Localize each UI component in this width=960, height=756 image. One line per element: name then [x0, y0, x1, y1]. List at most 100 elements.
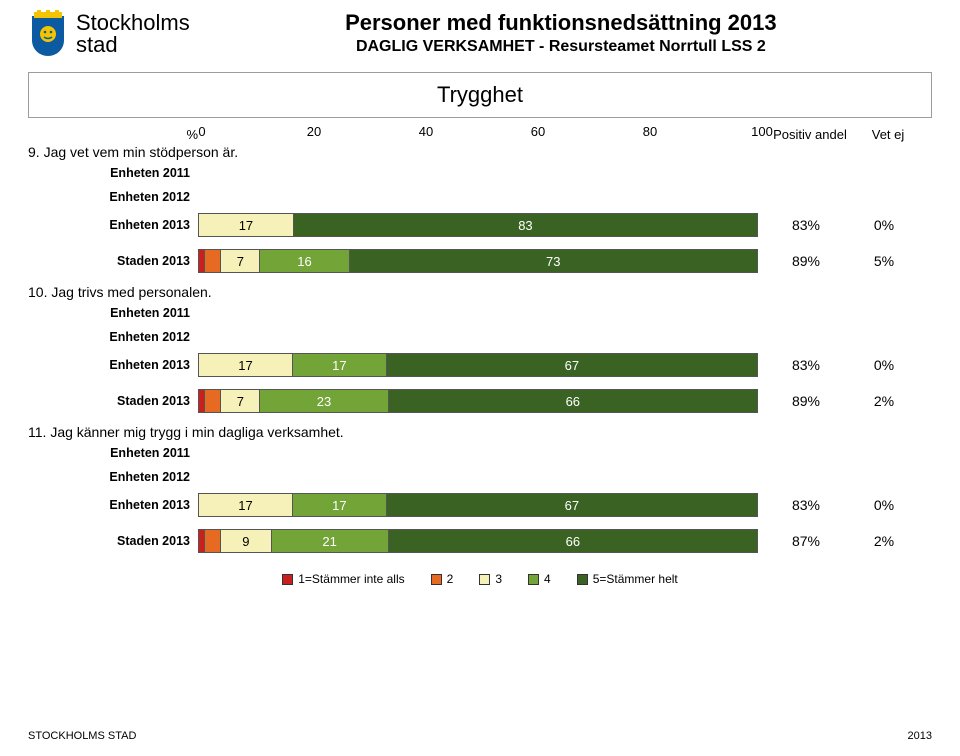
bar-segment: 67 — [387, 494, 757, 516]
footer: STOCKHOLMS STAD 2013 — [28, 730, 932, 742]
col-header-positiv: Positiv andel — [762, 127, 858, 142]
series-label: Enheten 2011 — [28, 306, 198, 320]
legend-swatch-icon — [528, 574, 539, 585]
bar-row: Enheten 2011 — [28, 304, 932, 322]
brand-text: Stockholms stad — [76, 12, 190, 56]
bar-segment: 7 — [221, 390, 260, 412]
vet-ej-value: 0% — [854, 217, 914, 233]
bar-segment: 73 — [350, 250, 757, 272]
legend-item: 1=Stämmer inte alls — [282, 572, 404, 586]
legend-swatch-icon — [577, 574, 588, 585]
bar-segment: 66 — [389, 530, 757, 552]
page-title: Personer med funktionsnedsättning 2013 — [190, 10, 932, 36]
series-label: Staden 2013 — [28, 394, 198, 408]
stacked-bar: 92166 — [198, 529, 758, 553]
bar-row: Staden 20137236689%2% — [28, 388, 932, 414]
bar-row: Enheten 2012 — [28, 328, 932, 346]
vet-ej-value: 2% — [854, 393, 914, 409]
bar-row: Enheten 2011 — [28, 164, 932, 182]
footer-left: STOCKHOLMS STAD — [28, 730, 136, 742]
series-label: Enheten 2013 — [28, 498, 198, 512]
positiv-andel-value: 83% — [758, 497, 854, 513]
brand-line-1: Stockholms — [76, 12, 190, 34]
axis-tick: 80 — [643, 124, 657, 139]
stacked-bar: 71673 — [198, 249, 758, 273]
positiv-andel-value: 87% — [758, 533, 854, 549]
bar-segment: 7 — [221, 250, 260, 272]
axis-tick: 60 — [531, 124, 545, 139]
col-header-vetej: Vet ej — [858, 127, 918, 142]
axis-row: % 0 20 40 60 80 100 Positiv andel Vet ej — [28, 124, 932, 142]
stockholm-stad-logo-icon — [28, 10, 68, 58]
axis-tick: 0 — [198, 124, 205, 139]
page-subtitle: DAGLIG VERKSAMHET - Resursteamet Norrtul… — [190, 38, 932, 56]
question-text: 11. Jag känner mig trygg i min dagliga v… — [28, 424, 932, 440]
bar-row: Enheten 2012 — [28, 468, 932, 486]
stacked-bar: 1783 — [198, 213, 758, 237]
bar-segment — [205, 530, 222, 552]
legend-label: 3 — [495, 572, 502, 586]
stacked-bar: 171767 — [198, 353, 758, 377]
bar-segment: 17 — [293, 494, 387, 516]
legend-item: 4 — [528, 572, 551, 586]
vet-ej-value: 0% — [854, 497, 914, 513]
legend-swatch-icon — [479, 574, 490, 585]
axis-tick: 20 — [307, 124, 321, 139]
bar-row: Enheten 2011 — [28, 444, 932, 462]
series-label: Enheten 2012 — [28, 330, 198, 344]
bar-segment: 67 — [387, 354, 757, 376]
vet-ej-value: 0% — [854, 357, 914, 373]
bar-segment: 21 — [272, 530, 389, 552]
bar-segment: 83 — [294, 214, 757, 236]
bar-segment: 17 — [199, 214, 294, 236]
bar-segment: 23 — [260, 390, 388, 412]
legend-label: 5=Stämmer helt — [593, 572, 678, 586]
legend-item: 2 — [431, 572, 454, 586]
bar-segment: 66 — [389, 390, 757, 412]
section-title: Trygghet — [437, 82, 523, 108]
bar-row: Enheten 2013178383%0% — [28, 212, 932, 238]
brand-line-2: stad — [76, 34, 190, 56]
bar-segment: 16 — [260, 250, 349, 272]
bar-segment: 17 — [199, 494, 293, 516]
bar-segment: 9 — [221, 530, 271, 552]
stacked-bar: 72366 — [198, 389, 758, 413]
positiv-andel-value: 89% — [758, 253, 854, 269]
legend-label: 1=Stämmer inte alls — [298, 572, 404, 586]
series-label: Enheten 2012 — [28, 470, 198, 484]
legend-label: 2 — [447, 572, 454, 586]
chart-area: % 0 20 40 60 80 100 Positiv andel Vet ej 9. J… — [28, 124, 932, 586]
series-label: Enheten 2011 — [28, 166, 198, 180]
bar-row: Staden 20139216687%2% — [28, 528, 932, 554]
footer-right: 2013 — [908, 730, 932, 742]
bar-row: Enheten 2012 — [28, 188, 932, 206]
header: Stockholms stad Personer med funktionsne… — [28, 10, 932, 58]
bar-row: Enheten 201317176783%0% — [28, 492, 932, 518]
positiv-andel-value: 83% — [758, 217, 854, 233]
bar-row: Enheten 201317176783%0% — [28, 352, 932, 378]
legend-item: 3 — [479, 572, 502, 586]
question-text: 10. Jag trivs med personalen. — [28, 284, 932, 300]
axis-tick: 100 — [751, 124, 773, 139]
positiv-andel-value: 83% — [758, 357, 854, 373]
series-label: Enheten 2013 — [28, 358, 198, 372]
axis-percent-label: % — [28, 127, 202, 142]
stacked-bar: 171767 — [198, 493, 758, 517]
question-text: 9. Jag vet vem min stödperson är. — [28, 144, 932, 160]
legend: 1=Stämmer inte alls 2 3 4 5=Stämmer helt — [28, 572, 932, 586]
legend-label: 4 — [544, 572, 551, 586]
bar-segment — [205, 250, 222, 272]
series-label: Enheten 2013 — [28, 218, 198, 232]
series-label: Staden 2013 — [28, 254, 198, 268]
legend-item: 5=Stämmer helt — [577, 572, 678, 586]
bar-row: Staden 20137167389%5% — [28, 248, 932, 274]
bar-segment: 17 — [293, 354, 387, 376]
vet-ej-value: 5% — [854, 253, 914, 269]
series-label: Enheten 2011 — [28, 446, 198, 460]
axis-tick: 40 — [419, 124, 433, 139]
bar-segment: 17 — [199, 354, 293, 376]
legend-swatch-icon — [431, 574, 442, 585]
series-label: Staden 2013 — [28, 534, 198, 548]
legend-swatch-icon — [282, 574, 293, 585]
series-label: Enheten 2012 — [28, 190, 198, 204]
